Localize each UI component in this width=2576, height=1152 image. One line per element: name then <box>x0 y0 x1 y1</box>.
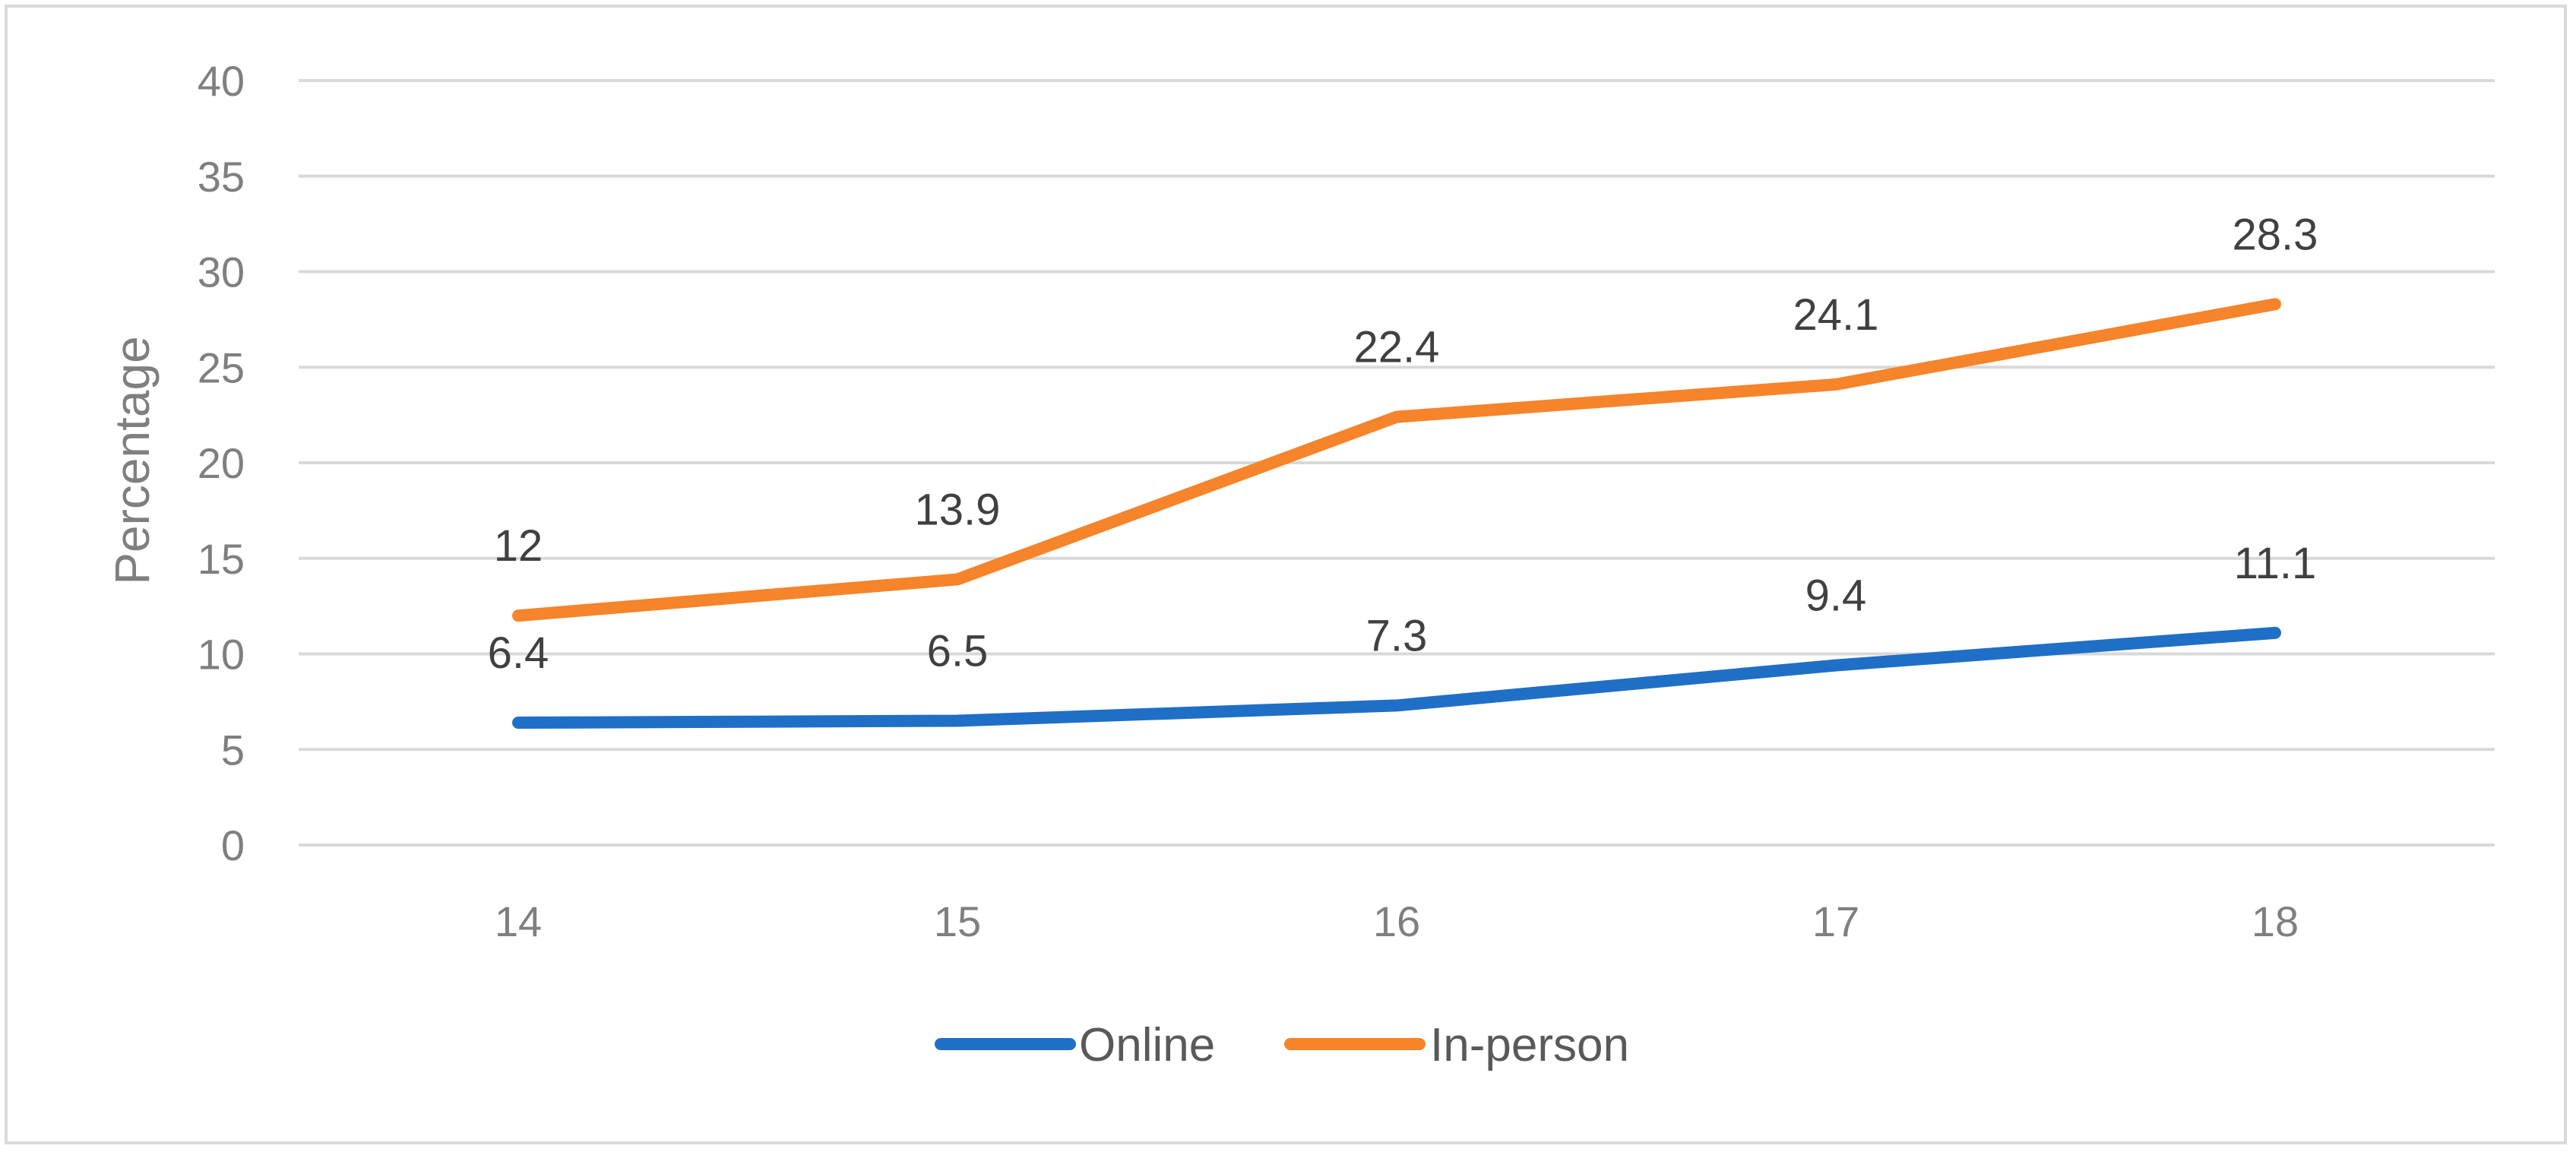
x-axis-ticks: 14 15 16 17 18 <box>495 897 2299 945</box>
data-label: 6.4 <box>488 628 549 678</box>
x-tick-label: 17 <box>1812 897 1859 945</box>
data-label: 28.3 <box>2233 210 2318 259</box>
x-tick-label: 16 <box>1373 897 1420 945</box>
series-lines <box>512 298 2281 729</box>
x-tick-label: 18 <box>2252 897 2299 945</box>
y-tick-label: 35 <box>198 153 245 201</box>
y-tick-label: 40 <box>198 57 245 105</box>
data-label: 11.1 <box>2234 539 2317 588</box>
y-tick-label: 30 <box>198 248 245 296</box>
y-axis-title: Percentage <box>105 336 160 584</box>
data-labels: 6.4 6.5 7.3 9.4 11.1 12 13.9 22.4 24.1 28.3 <box>488 210 2318 678</box>
data-label: 6.5 <box>927 627 989 676</box>
data-label: 9.4 <box>1805 571 1867 621</box>
y-tick-label: 20 <box>198 439 245 487</box>
data-label: 13.9 <box>915 485 1001 534</box>
series-line-in-person <box>512 298 2281 622</box>
y-tick-label: 0 <box>221 821 245 869</box>
legend-label-in-person: In-person <box>1430 1019 1629 1071</box>
gridlines <box>299 79 2495 847</box>
legend-label-online: Online <box>1079 1019 1215 1071</box>
data-label: 12 <box>494 521 543 571</box>
legend: Online In-person <box>935 1019 1629 1071</box>
data-label: 7.3 <box>1366 611 1428 660</box>
y-tick-label: 5 <box>221 726 245 774</box>
y-tick-label: 25 <box>198 343 245 391</box>
x-tick-label: 15 <box>934 897 981 945</box>
y-tick-label: 15 <box>198 535 245 583</box>
y-axis-ticks: 0 5 10 15 20 25 30 35 40 <box>198 57 245 869</box>
chart-frame <box>5 5 2567 1144</box>
x-tick-label: 14 <box>495 897 542 945</box>
series-line-online <box>512 626 2281 729</box>
y-tick-label: 10 <box>198 631 245 679</box>
data-label: 22.4 <box>1354 323 1440 372</box>
data-label: 24.1 <box>1793 290 1879 340</box>
